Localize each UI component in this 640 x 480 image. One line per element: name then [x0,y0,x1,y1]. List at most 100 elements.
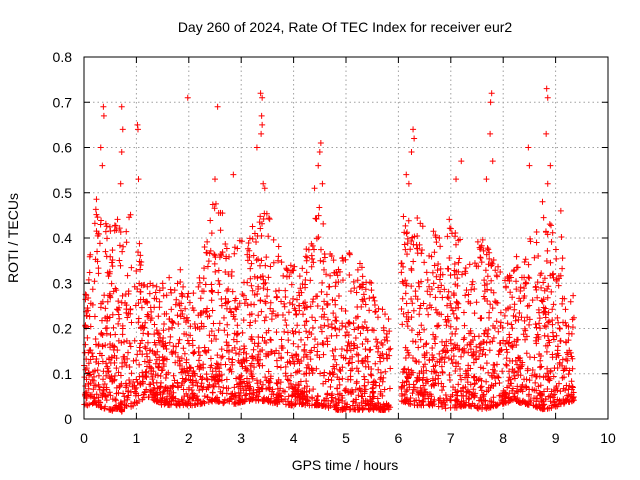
data-point [513,264,520,271]
data-point [274,380,281,387]
data-point [445,317,452,324]
data-point [317,139,324,146]
data-point [220,314,227,321]
data-point [231,399,238,406]
data-point [245,239,252,246]
data-point [454,392,461,399]
data-point [345,319,352,326]
data-point [212,200,219,207]
data-point [313,216,320,223]
data-point [320,341,327,348]
data-point [550,301,557,308]
data-point [431,335,438,342]
data-point [144,313,151,320]
data-point [127,343,134,350]
data-point [490,322,497,329]
data-point [276,398,283,405]
data-point [321,369,328,376]
data-point [177,307,184,314]
data-point [432,306,439,313]
data-point [83,312,90,319]
data-point [551,391,558,398]
data-point [95,270,102,277]
data-point [296,400,303,407]
data-point [481,282,488,289]
data-point [278,343,285,350]
data-point [468,286,475,293]
data-point [108,280,115,287]
data-point [548,288,555,295]
data-point [432,376,439,383]
data-point [362,286,369,293]
data-point [416,311,423,318]
data-point [119,331,126,338]
data-point [99,342,106,349]
data-point [405,217,412,224]
data-point [570,314,577,321]
data-point [120,390,127,397]
data-point [299,265,306,272]
data-point [539,392,546,399]
data-point [407,400,414,407]
data-point [251,291,258,298]
data-point [383,351,390,358]
data-point [131,399,138,406]
data-point [254,343,261,350]
data-point [100,390,107,397]
data-point [508,321,515,328]
data-point [318,402,325,409]
data-point [518,363,525,370]
data-point [282,363,289,370]
data-point [123,309,130,316]
data-point [331,403,338,410]
data-point [331,325,338,332]
data-point [550,336,557,343]
data-point [455,237,462,244]
data-point [325,376,332,383]
data-point [477,246,484,253]
data-point [521,317,528,324]
data-point [314,293,321,300]
data-point [540,398,547,405]
data-point [135,319,142,326]
data-point [522,279,529,286]
data-point [260,180,267,187]
data-point [411,233,418,240]
data-point [113,227,120,234]
data-point [262,374,269,381]
data-point [222,240,229,247]
data-point [495,351,502,358]
data-point [99,317,106,324]
data-point [240,317,247,324]
data-point [490,257,497,264]
data-point [524,365,531,372]
data-point [160,292,167,299]
data-point [342,332,349,339]
data-point [233,338,240,345]
data-point [399,295,406,302]
data-point [409,338,416,345]
data-point [212,380,219,387]
data-point [152,341,159,348]
data-point [559,374,566,381]
data-point [226,395,233,402]
data-point [182,376,189,383]
data-point [348,390,355,397]
data-point [439,355,446,362]
data-point [482,351,489,358]
data-point [223,253,230,260]
data-point [484,273,491,280]
data-point [563,322,570,329]
data-point [193,378,200,385]
data-point [423,269,430,276]
data-point [127,306,134,313]
data-point [510,393,517,400]
data-point [434,323,441,330]
data-point [265,368,272,375]
data-point [334,385,341,392]
data-point [423,349,430,356]
data-point [275,376,282,383]
data-point [362,346,369,353]
data-point [435,375,442,382]
data-point [513,253,520,260]
